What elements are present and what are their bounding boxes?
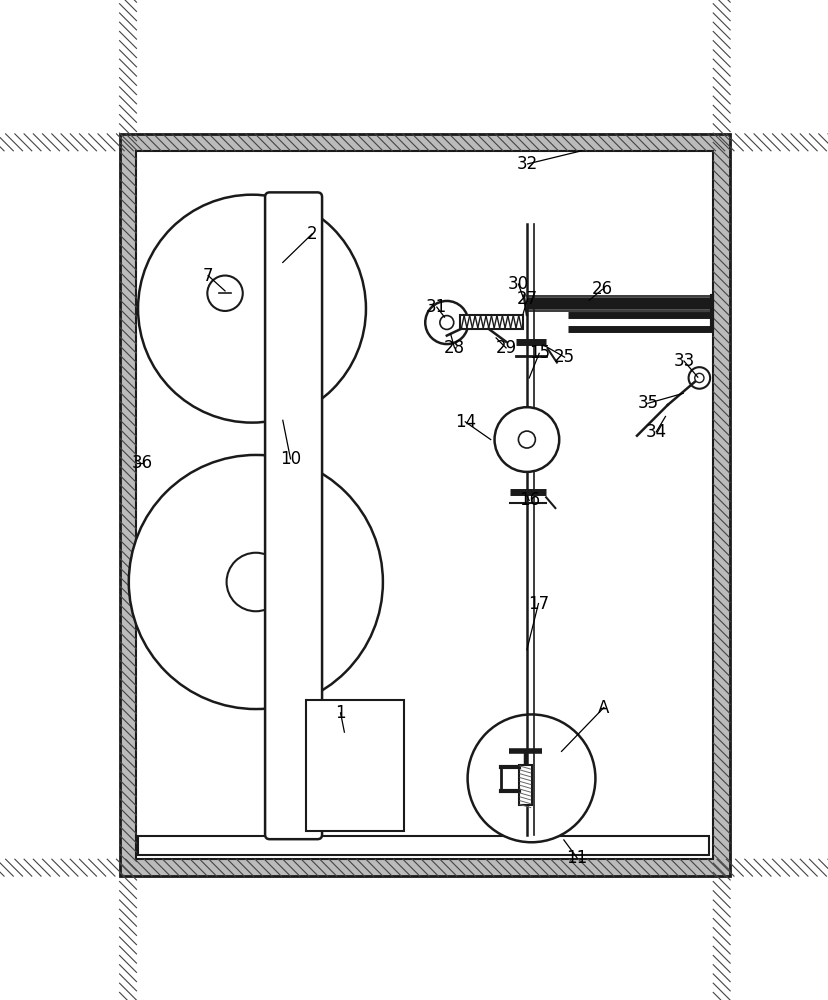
- Circle shape: [494, 407, 559, 472]
- Text: 27: 27: [517, 290, 537, 308]
- Text: 15: 15: [528, 344, 549, 362]
- Circle shape: [226, 553, 285, 611]
- Text: 11: 11: [566, 849, 587, 867]
- Text: 10: 10: [280, 450, 301, 468]
- Circle shape: [688, 367, 710, 389]
- Text: 7: 7: [203, 267, 213, 285]
- Text: 2: 2: [306, 225, 317, 243]
- Text: 35: 35: [637, 394, 657, 412]
- Text: 30: 30: [508, 275, 528, 293]
- Text: 17: 17: [527, 595, 548, 613]
- Bar: [460, 315, 522, 329]
- Text: 31: 31: [426, 298, 447, 316]
- Text: 33: 33: [672, 352, 694, 370]
- Text: 34: 34: [645, 423, 666, 441]
- Text: 16: 16: [518, 491, 539, 509]
- Text: 1: 1: [335, 704, 345, 722]
- Circle shape: [425, 301, 468, 344]
- Circle shape: [440, 316, 453, 329]
- Bar: [518, 765, 531, 805]
- Circle shape: [207, 276, 243, 311]
- Bar: [306, 700, 404, 831]
- FancyBboxPatch shape: [265, 192, 322, 839]
- Circle shape: [467, 714, 595, 842]
- Text: 26: 26: [591, 280, 612, 298]
- Circle shape: [518, 431, 535, 448]
- Circle shape: [138, 195, 365, 423]
- Circle shape: [694, 373, 703, 383]
- Circle shape: [128, 455, 383, 709]
- Text: 32: 32: [517, 155, 537, 173]
- Text: 36: 36: [131, 454, 152, 472]
- Text: 25: 25: [553, 348, 575, 366]
- Text: A: A: [598, 699, 609, 717]
- Bar: [138, 836, 709, 855]
- Text: 28: 28: [444, 339, 465, 357]
- Text: 29: 29: [495, 339, 516, 357]
- Text: 14: 14: [455, 413, 475, 431]
